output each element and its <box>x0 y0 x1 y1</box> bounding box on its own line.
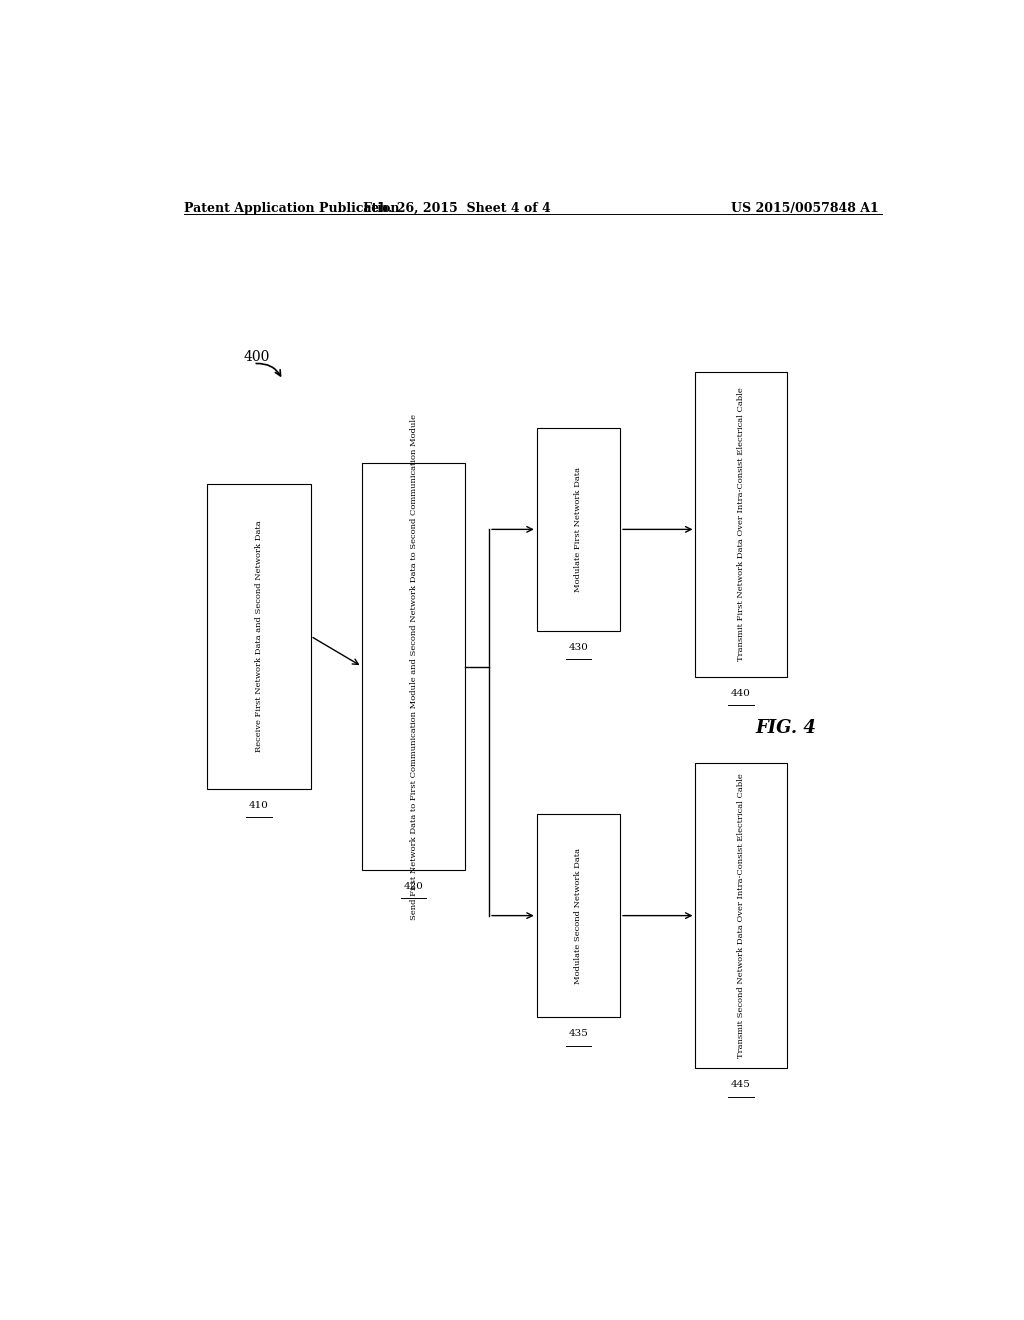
Text: 445: 445 <box>731 1080 751 1089</box>
Bar <box>362 463 465 870</box>
Bar <box>537 814 620 1018</box>
Text: US 2015/0057848 A1: US 2015/0057848 A1 <box>731 202 879 215</box>
Text: Modulate Second Network Data: Modulate Second Network Data <box>574 847 583 983</box>
Bar <box>207 483 310 788</box>
Bar <box>537 428 620 631</box>
Text: 440: 440 <box>731 689 751 698</box>
Text: Patent Application Publication: Patent Application Publication <box>183 202 399 215</box>
Text: Receive First Network Data and Second Network Data: Receive First Network Data and Second Ne… <box>255 520 263 752</box>
Text: 400: 400 <box>243 350 269 363</box>
Text: Send First Network Data to First Communication Module and Second Network Data to: Send First Network Data to First Communi… <box>410 413 418 920</box>
Text: 420: 420 <box>403 882 424 891</box>
Text: Modulate First Network Data: Modulate First Network Data <box>574 467 583 591</box>
Text: Transmit First Network Data Over Intra-Consist Electrical Cable: Transmit First Network Data Over Intra-C… <box>737 388 745 661</box>
Text: Feb. 26, 2015  Sheet 4 of 4: Feb. 26, 2015 Sheet 4 of 4 <box>364 202 551 215</box>
Text: 435: 435 <box>568 1030 589 1039</box>
Text: FIG. 4: FIG. 4 <box>755 718 816 737</box>
Text: Transmit Second Network Data Over Intra-Consist Electrical Cable: Transmit Second Network Data Over Intra-… <box>737 774 745 1059</box>
Text: 430: 430 <box>568 643 589 652</box>
Bar <box>695 372 786 677</box>
Text: 410: 410 <box>249 801 269 809</box>
Bar <box>695 763 786 1068</box>
